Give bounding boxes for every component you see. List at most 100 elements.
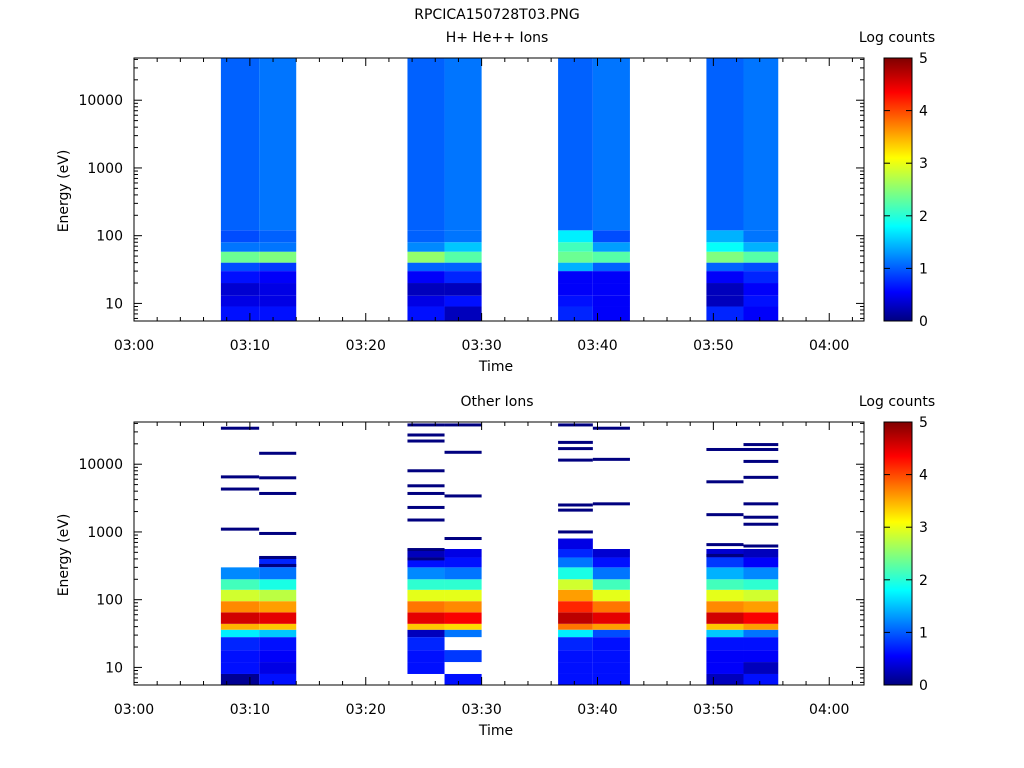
sparse-count-mark xyxy=(407,548,445,552)
heatmap-cell xyxy=(743,58,779,231)
heatmap-cell xyxy=(407,283,445,296)
sparse-count-mark xyxy=(558,503,593,507)
heatmap-cell xyxy=(592,589,630,602)
sparse-count-mark xyxy=(407,433,445,437)
y-tick-label: 1000 xyxy=(87,161,123,177)
heatmap-cell xyxy=(706,623,744,630)
sparse-count-mark xyxy=(558,458,593,462)
sparse-count-mark xyxy=(743,447,779,451)
heatmap-cell xyxy=(592,650,630,663)
heatmap-cell xyxy=(444,629,482,638)
x-tick-label: 03:20 xyxy=(346,338,386,354)
sparse-count-mark xyxy=(558,423,593,427)
heatmap-cell xyxy=(706,637,744,651)
heatmap-cell xyxy=(407,623,445,630)
heatmap-cell xyxy=(407,271,445,284)
heatmap-cell xyxy=(444,283,482,296)
heatmap-cell xyxy=(259,306,297,321)
sparse-count-mark xyxy=(259,555,297,559)
heatmap-cell xyxy=(558,579,593,590)
y-tick-label: 10000 xyxy=(78,457,123,473)
heatmap-cell xyxy=(743,601,779,613)
heatmap-cell xyxy=(259,242,297,252)
heatmap-cell xyxy=(407,579,445,590)
heatmap-cell xyxy=(706,612,744,624)
heatmap-cell xyxy=(220,262,260,272)
sparse-count-mark xyxy=(220,475,260,479)
heatmap-cell xyxy=(743,637,779,651)
heatmap-cell xyxy=(407,557,445,568)
sparse-count-mark xyxy=(220,527,260,531)
colorbar-tick-label: 1 xyxy=(919,261,928,277)
figure-title: RPCICA150728T03.PNG xyxy=(414,7,579,23)
heatmap-cell xyxy=(444,673,482,685)
heatmap-cell xyxy=(407,662,445,674)
heatmap-cell xyxy=(706,58,744,231)
heatmap-cell xyxy=(706,230,744,243)
heatmap-cell xyxy=(592,262,630,272)
x-tick-label: 03:40 xyxy=(577,338,617,354)
heatmap-cell xyxy=(592,629,630,638)
heatmap-cell xyxy=(706,557,744,568)
sparse-count-mark xyxy=(259,563,297,567)
sparse-count-mark xyxy=(558,530,593,534)
x-tick-label: 03:00 xyxy=(114,702,154,718)
heatmap-cell xyxy=(407,58,445,231)
heatmap-cell xyxy=(407,295,445,307)
heatmap-cell xyxy=(259,612,297,624)
heatmap-cell xyxy=(444,557,482,568)
sparse-count-mark xyxy=(706,553,744,557)
y-axis-label: Energy (eV) xyxy=(56,514,72,597)
heatmap-cell xyxy=(558,283,593,296)
heatmap-cell xyxy=(220,612,260,624)
sparse-count-mark xyxy=(407,469,445,473)
colorbar-tick-label: 2 xyxy=(919,209,928,225)
heatmap-cell xyxy=(259,589,297,602)
heatmap-cell xyxy=(444,306,482,321)
heatmap-cell xyxy=(407,251,445,263)
heatmap-cell xyxy=(558,637,593,651)
heatmap-cell xyxy=(259,629,297,638)
heatmap-cell xyxy=(220,650,260,663)
heatmap-cell xyxy=(259,230,297,243)
colorbar-tick-label: 3 xyxy=(919,156,928,172)
colorbar-tick-label: 4 xyxy=(919,468,928,484)
y-axis-label: Energy (eV) xyxy=(56,150,72,233)
heatmap-cell xyxy=(706,629,744,638)
y-tick-label: 10000 xyxy=(78,93,123,109)
heatmap-cell xyxy=(558,271,593,284)
colorbar: 0 1 2 3 4 5 xyxy=(883,51,928,330)
panel-h-he-ions: H+ He++ Ions Log counts Time Energy (eV)… xyxy=(56,30,935,375)
y-tick-label: 10 xyxy=(105,296,123,312)
heatmap-cell xyxy=(558,589,593,602)
heatmap-cell xyxy=(592,601,630,613)
colorbar-tick-label: 5 xyxy=(919,415,928,431)
colorbar-tick-label: 0 xyxy=(919,678,928,694)
heatmap-cell xyxy=(259,271,297,284)
heatmap-cell xyxy=(220,589,260,602)
x-tick-label: 03:40 xyxy=(577,702,617,718)
sparse-count-mark xyxy=(743,443,779,447)
heatmap-cell xyxy=(220,637,260,651)
heatmap-cell xyxy=(743,567,779,580)
heatmap-cell xyxy=(743,242,779,252)
heatmap-cell xyxy=(444,601,482,613)
colorbar-tick-label: 4 xyxy=(919,104,928,120)
heatmap-cell xyxy=(444,242,482,252)
sparse-count-mark xyxy=(592,426,630,430)
heatmap-cell xyxy=(743,623,779,630)
sparse-count-mark xyxy=(444,494,482,498)
heatmap-cell xyxy=(444,589,482,602)
heatmap-cell xyxy=(592,549,630,558)
heatmap-cells xyxy=(220,58,779,321)
heatmap-cell xyxy=(407,650,445,663)
sparse-count-mark xyxy=(407,505,445,509)
heatmap-cell xyxy=(592,230,630,243)
heatmap-cell xyxy=(444,579,482,590)
colorbar-label: Log counts xyxy=(859,394,935,410)
heatmap-cell xyxy=(592,251,630,263)
heatmap-cell xyxy=(558,650,593,663)
heatmap-cell xyxy=(444,295,482,307)
sparse-count-mark xyxy=(444,537,482,541)
heatmap-cell xyxy=(259,557,297,568)
